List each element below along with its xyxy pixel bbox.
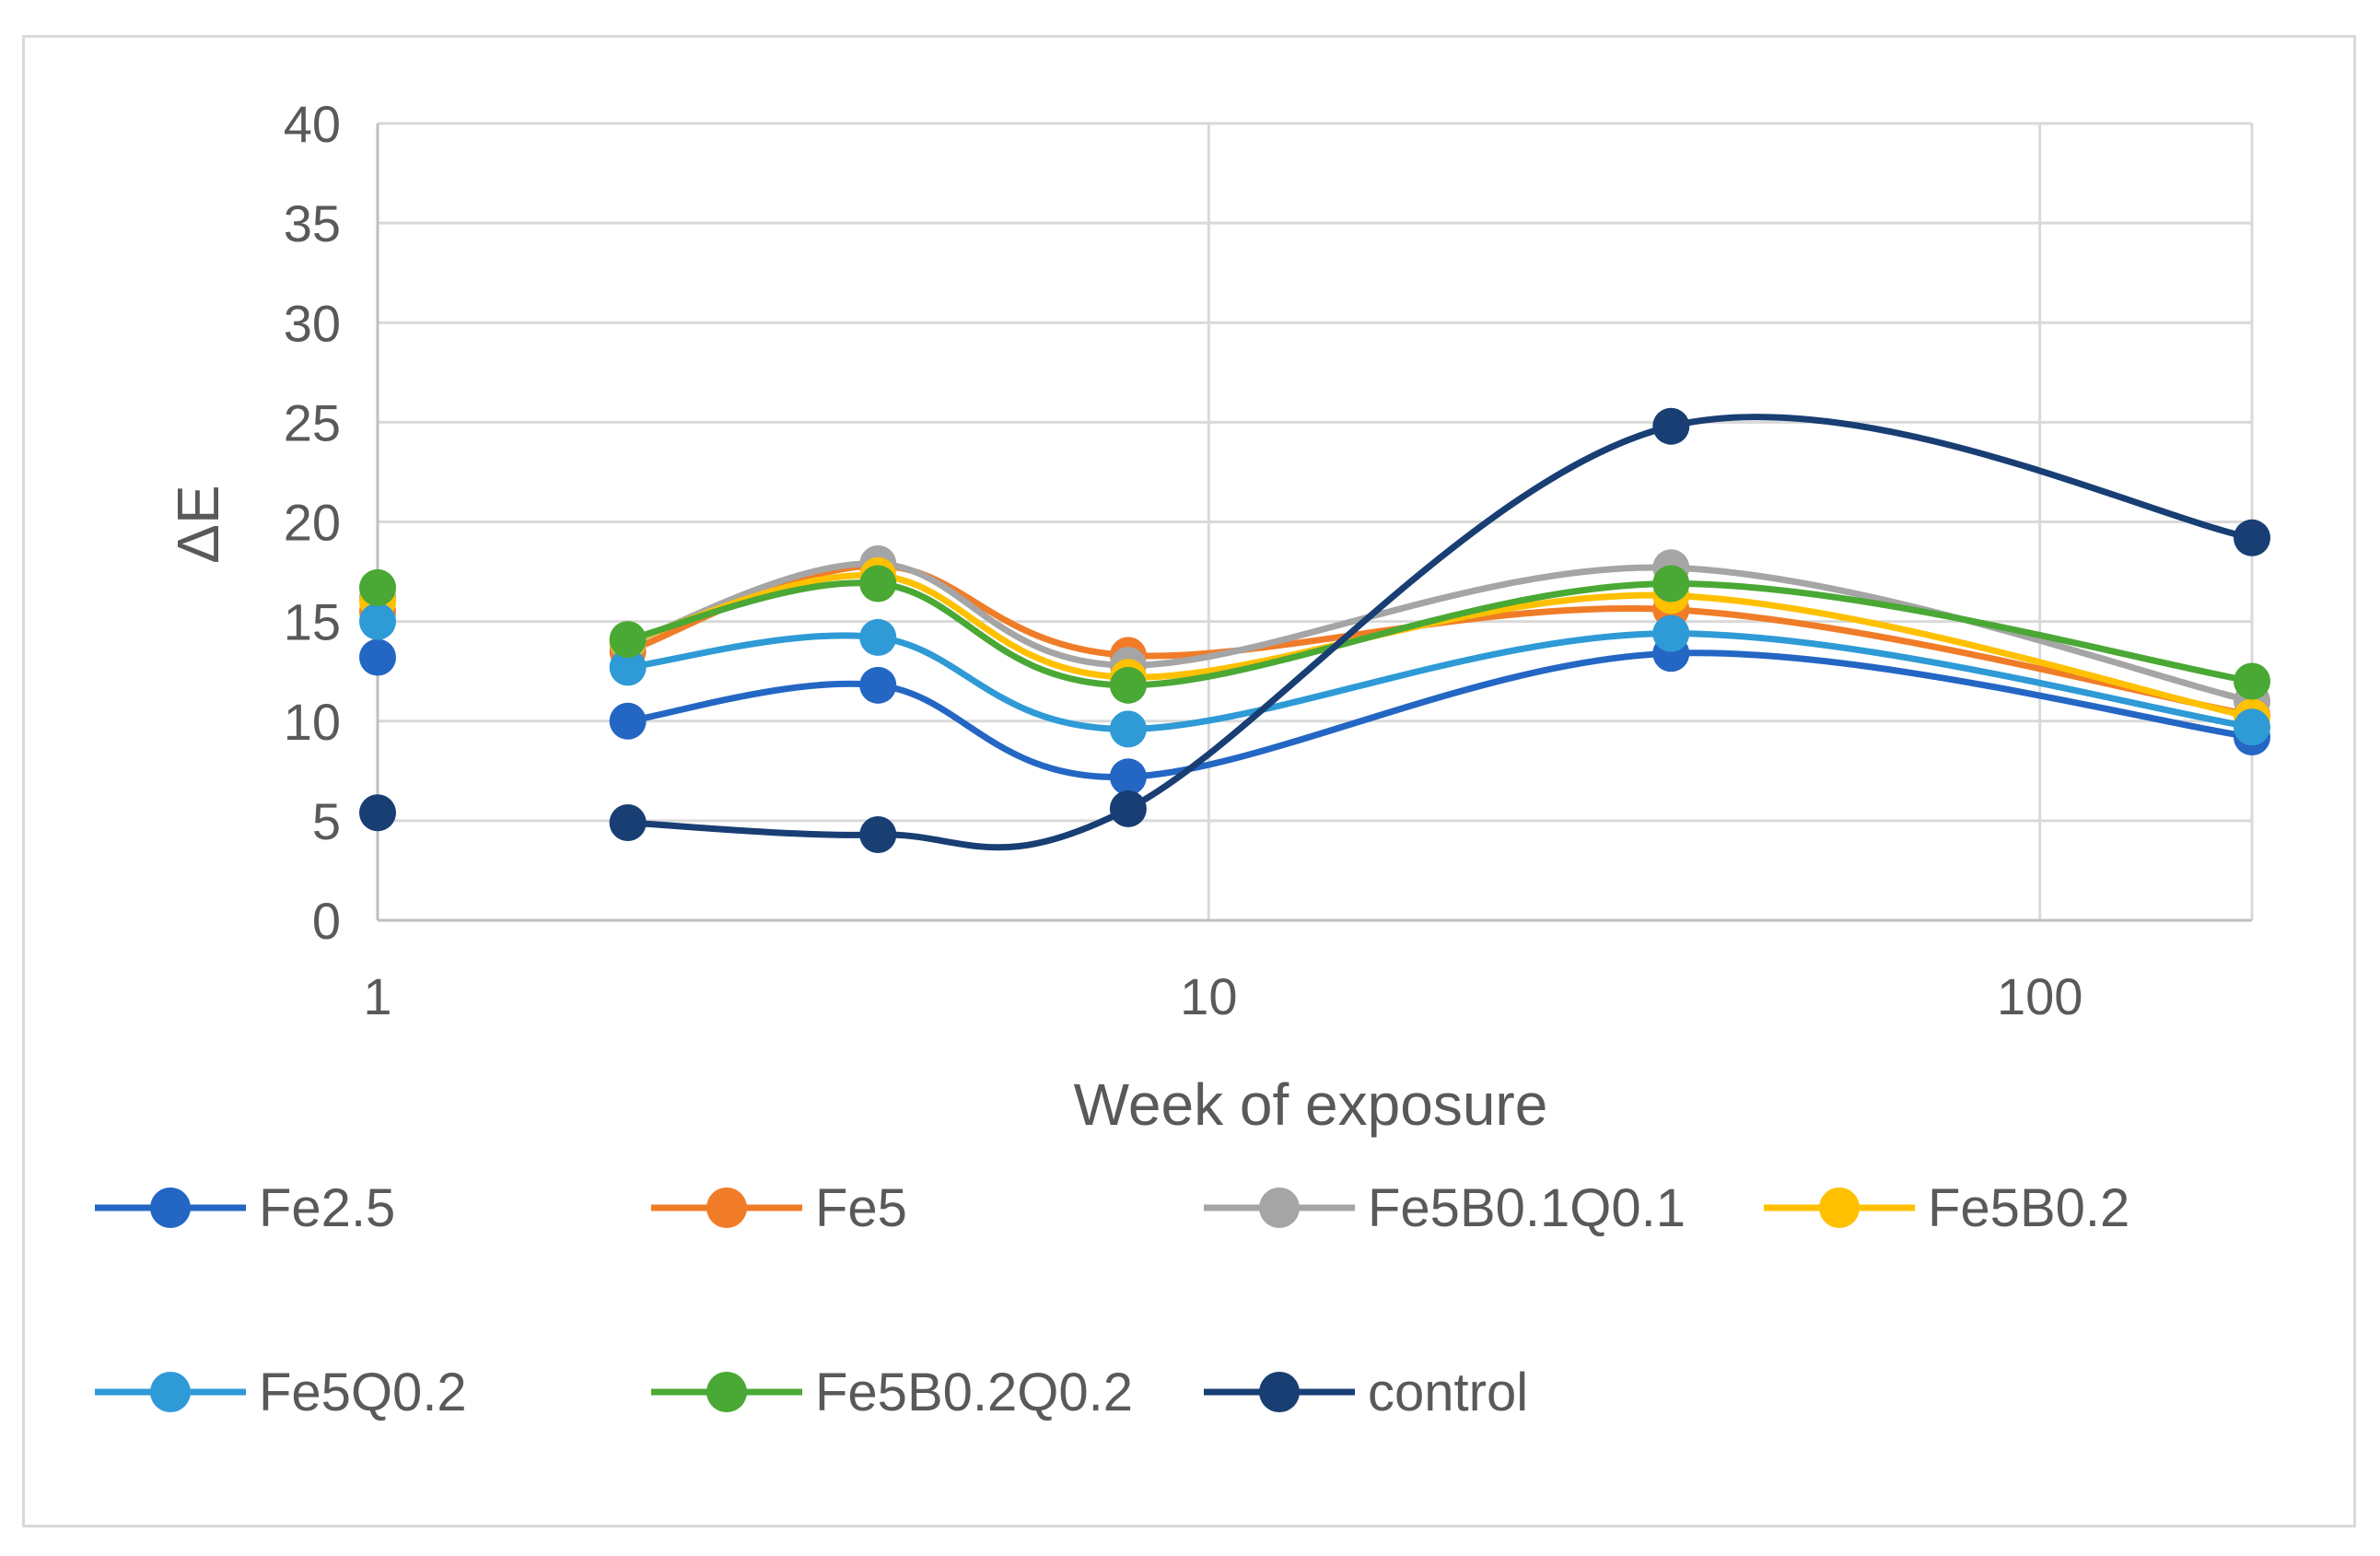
axes: 0 5 10 15 20 25 30 35 40 1 10 100	[284, 95, 2252, 1025]
legend-item-fe5b0-1q0-1: Fe5B0.1Q0.1	[1204, 1178, 1686, 1238]
data-point-fe5b0-2q0-2	[859, 565, 897, 603]
data-point-control	[859, 816, 897, 854]
data-point-control	[609, 804, 647, 842]
y-tick-label: 10	[284, 693, 341, 751]
data-point-fe5b0-2q0-2	[609, 621, 647, 659]
data-point-fe5b0-2q0-2	[2234, 662, 2270, 700]
y-tick-label: 35	[284, 194, 341, 252]
data-point-fe5b0-2q0-2	[1109, 666, 1147, 704]
gridlines	[378, 122, 2254, 920]
series-group	[359, 407, 2270, 854]
x-axis-title: Week of exposure	[1074, 1071, 1548, 1138]
legend-label: control	[1368, 1363, 1528, 1422]
data-point-fe5q0-2	[1652, 614, 1690, 652]
legend-swatch-marker	[1259, 1187, 1300, 1228]
legend-label: Fe5Q0.2	[259, 1363, 467, 1422]
data-point-fe5q0-2	[1109, 710, 1147, 748]
data-point-fe5b0-2q0-2	[359, 568, 396, 606]
legend-label: Fe5B0.2	[1928, 1178, 2129, 1238]
data-point-control	[1109, 790, 1147, 827]
series-line-fe2-5	[624, 649, 2256, 780]
y-tick-label: 5	[312, 792, 341, 850]
series-fe5b0-2q0-2	[359, 565, 2270, 704]
chart: 0 5 10 15 20 25 30 35 40 1 10 100 Fe2.5 Fe5 Fe5B0.1Q0…	[95, 95, 2270, 1422]
y-tick-label: 40	[284, 95, 341, 153]
legend-swatch-marker	[150, 1372, 191, 1412]
legend-item-fe5b0-2q0-2: Fe5B0.2Q0.2	[651, 1363, 1133, 1422]
legend-swatch-marker	[1259, 1372, 1300, 1412]
series-control	[359, 407, 2270, 854]
x-tick-label: 1	[363, 967, 391, 1025]
legend-label: Fe5	[815, 1178, 907, 1238]
x-tick-label: 100	[1997, 967, 2082, 1025]
legend-item-fe2-5: Fe2.5	[95, 1178, 395, 1238]
data-point-control	[2234, 519, 2270, 556]
legend-item-fe5: Fe5	[651, 1178, 907, 1238]
legend-item-control: control	[1204, 1363, 1528, 1422]
data-point-fe5q0-2	[859, 618, 897, 656]
y-tick-label: 25	[284, 393, 341, 451]
y-tick-label: 15	[284, 593, 341, 651]
chart-frame: 0 5 10 15 20 25 30 35 40 1 10 100 Fe2.5 Fe5 Fe5B0.1Q0…	[22, 35, 2356, 1527]
series-line-fe5b0-2	[624, 571, 2256, 720]
legend-item-fe5q0-2: Fe5Q0.2	[95, 1363, 467, 1422]
y-axis-title: ΔE	[165, 485, 231, 563]
y-tick-label: 20	[284, 494, 341, 552]
series-fe5q0-2	[359, 603, 2270, 748]
series-line-control	[624, 414, 2256, 851]
legend-swatch-marker	[1819, 1187, 1860, 1228]
legend-swatch-marker	[150, 1187, 191, 1228]
data-point-fe5b0-2q0-2	[1652, 565, 1690, 603]
data-point-fe5q0-2	[359, 603, 396, 640]
legend-swatch-marker	[706, 1372, 747, 1412]
legend-label: Fe5B0.2Q0.2	[815, 1363, 1133, 1422]
legend-swatch-marker	[706, 1187, 747, 1228]
data-point-fe5q0-2	[609, 649, 647, 686]
x-tick-label: 10	[1180, 967, 1237, 1025]
legend-item-fe5b0-2: Fe5B0.2	[1764, 1178, 2129, 1238]
legend-label: Fe2.5	[259, 1178, 395, 1238]
data-point-fe2-5	[1109, 758, 1147, 796]
y-tick-label: 0	[312, 892, 341, 950]
data-point-fe5q0-2	[2234, 708, 2270, 746]
y-tick-label: 30	[284, 294, 341, 352]
legend-label: Fe5B0.1Q0.1	[1368, 1178, 1686, 1238]
data-point-fe2-5	[609, 702, 647, 740]
series-line-fe5q0-2	[624, 630, 2256, 732]
data-point-fe2-5	[359, 638, 396, 676]
data-point-control	[1652, 407, 1690, 445]
legend: Fe2.5 Fe5 Fe5B0.1Q0.1 Fe5B0.2 Fe5Q0.2 Fe5B0.2…	[95, 1178, 2129, 1422]
data-point-fe2-5	[859, 666, 897, 704]
data-point-control	[359, 794, 396, 832]
series-line-fe5b0-2q0-2	[624, 579, 2256, 689]
